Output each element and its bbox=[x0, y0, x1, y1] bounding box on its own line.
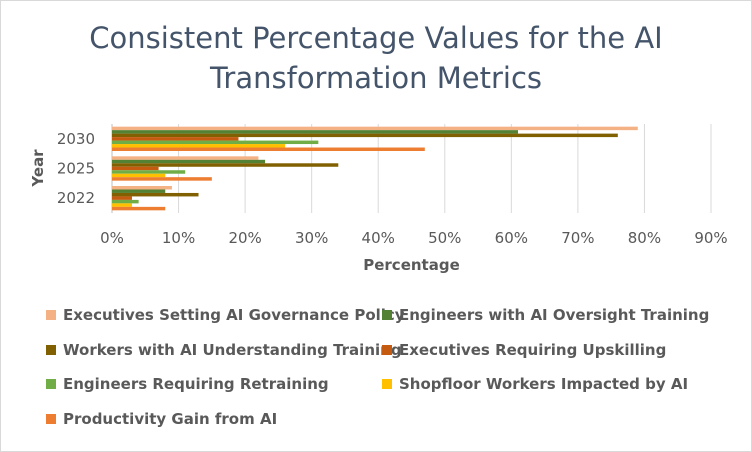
bar bbox=[112, 192, 199, 197]
legend-label: Engineers Requiring Retraining bbox=[63, 375, 329, 393]
y-tick-label: 2025 bbox=[57, 160, 95, 178]
bar bbox=[112, 126, 638, 131]
y-axis-title: Year bbox=[29, 149, 47, 188]
bar bbox=[112, 196, 132, 200]
chart-title-line-2: Transformation Metrics bbox=[209, 61, 543, 95]
bar bbox=[112, 159, 266, 164]
chart-title: Consistent Percentage Values for the AI … bbox=[0, 18, 752, 98]
legend-swatch bbox=[382, 344, 392, 355]
bar bbox=[112, 203, 132, 207]
chart-title-line-1: Consistent Percentage Values for the AI bbox=[89, 21, 663, 55]
bar bbox=[112, 186, 172, 190]
bar bbox=[112, 163, 339, 167]
x-tick-label: 10% bbox=[162, 229, 195, 247]
x-tick-label: 70% bbox=[561, 229, 594, 247]
bar bbox=[112, 133, 618, 138]
legend-swatch bbox=[382, 379, 392, 389]
bar bbox=[112, 206, 166, 211]
bar bbox=[112, 130, 518, 134]
legend-label: Shopfloor Workers Impacted by AI bbox=[399, 375, 689, 393]
bar bbox=[112, 170, 186, 174]
legend-swatch bbox=[46, 413, 56, 424]
legend-label: Executives Requiring Upskilling bbox=[399, 340, 667, 359]
y-tick-label: 2030 bbox=[57, 130, 95, 148]
x-tick-label: 50% bbox=[428, 229, 461, 247]
legend-swatch bbox=[46, 379, 56, 389]
legend-item: Engineers Requiring Retraining bbox=[46, 375, 329, 393]
bar bbox=[112, 147, 425, 151]
x-tick-label: 20% bbox=[228, 229, 261, 247]
x-tick-label: 80% bbox=[628, 229, 661, 247]
bar bbox=[112, 137, 239, 141]
legend-swatch bbox=[46, 310, 56, 320]
bar bbox=[112, 189, 166, 193]
legend-item: Productivity Gain from AI bbox=[46, 410, 277, 428]
x-tick-label: 30% bbox=[295, 229, 328, 247]
x-tick-label: 60% bbox=[495, 229, 528, 247]
legend-label: Productivity Gain from AI bbox=[63, 409, 278, 428]
legend-item: Executives Setting AI Governance Policy bbox=[46, 306, 405, 324]
y-tick-label: 2022 bbox=[57, 189, 95, 207]
x-tick-label: 0% bbox=[100, 229, 124, 247]
x-tick-label: 40% bbox=[362, 229, 395, 247]
bar bbox=[112, 177, 212, 181]
bar bbox=[112, 144, 286, 148]
legend-label: Engineers with AI Oversight Training bbox=[399, 306, 710, 324]
legend-item: Engineers with AI Oversight Training bbox=[382, 306, 709, 324]
legend-item: Executives Requiring Upskilling bbox=[382, 341, 666, 359]
bar bbox=[112, 199, 139, 204]
bar bbox=[112, 166, 159, 171]
legend-swatch bbox=[382, 310, 392, 320]
bar bbox=[112, 140, 319, 145]
legend-item: Workers with AI Understanding Training bbox=[46, 341, 402, 359]
legend-item: Shopfloor Workers Impacted by AI bbox=[382, 375, 688, 393]
bar bbox=[112, 156, 259, 160]
legend-swatch bbox=[46, 344, 56, 355]
legend-label: Workers with AI Understanding Training bbox=[63, 340, 402, 359]
bar bbox=[112, 173, 166, 178]
legend-label: Executives Setting AI Governance Policy bbox=[63, 306, 405, 324]
x-axis-title: Percentage bbox=[363, 256, 460, 274]
x-tick-label: 90% bbox=[694, 229, 727, 247]
